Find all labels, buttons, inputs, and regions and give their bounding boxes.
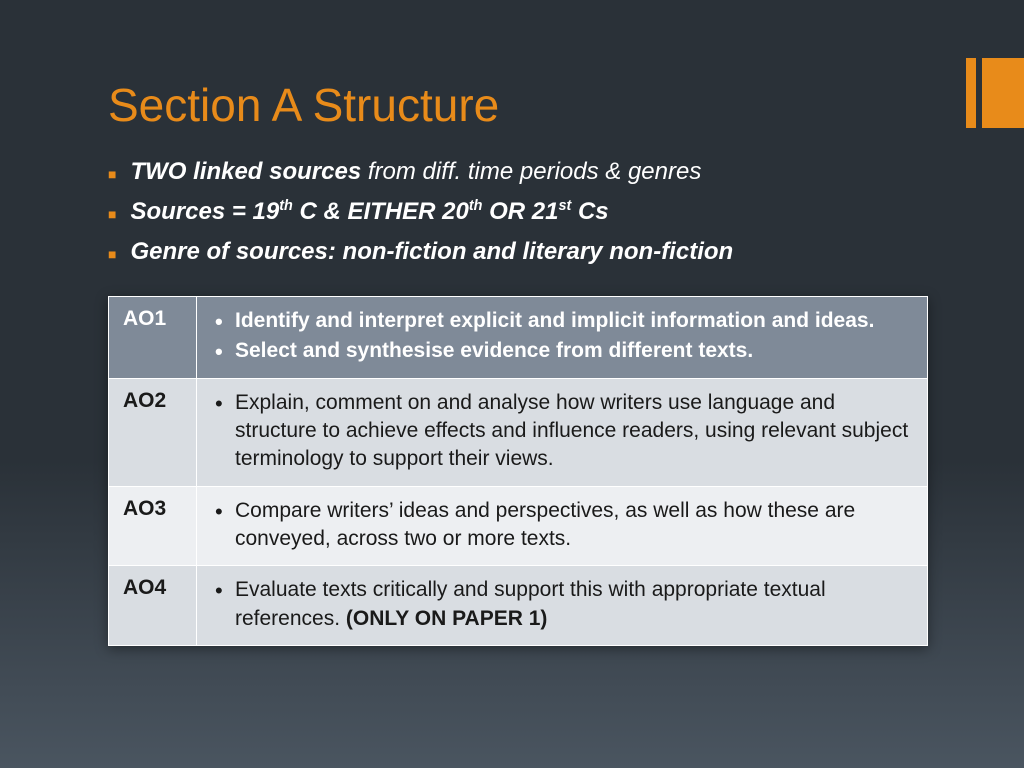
- bullet-item: ■ Sources = 19th C & EITHER 20th OR 21st …: [108, 198, 928, 228]
- ao-code-cell: AO3: [109, 486, 197, 566]
- ao-table: AO1 Identify and interpret explicit and i…: [108, 296, 928, 646]
- accent-thick: [982, 58, 1024, 128]
- bullet-text: Genre of sources: non-fiction and litera…: [130, 238, 733, 266]
- bullet-text: Sources = 19th C & EITHER 20th OR 21st C…: [130, 198, 608, 226]
- bullet-marker-icon: ■: [108, 200, 116, 228]
- accent-decoration: [966, 58, 1024, 128]
- table-row: AO4Evaluate texts critically and support…: [109, 566, 928, 646]
- ao-desc-item: Explain, comment on and analyse how writ…: [211, 389, 913, 474]
- ao-desc-cell: Identify and interpret explicit and impl…: [197, 297, 928, 379]
- bullet-text: TWO linked sources from diff. time perio…: [130, 158, 701, 186]
- bullet-marker-icon: ■: [108, 240, 116, 268]
- ao-desc-item: Evaluate texts critically and support th…: [211, 576, 913, 633]
- ao-code-cell: AO4: [109, 566, 197, 646]
- bullet-item: ■ TWO linked sources from diff. time peri…: [108, 158, 928, 188]
- ao-desc-cell: Compare writers’ ideas and perspectives,…: [197, 486, 928, 566]
- bullet-item: ■ Genre of sources: non-fiction and liter…: [108, 238, 928, 268]
- ao-code-cell: AO2: [109, 378, 197, 486]
- ao-desc-item: Identify and interpret explicit and impl…: [211, 307, 913, 335]
- ao-table-body: AO1 Identify and interpret explicit and i…: [109, 297, 928, 646]
- bullet-marker-icon: ■: [108, 160, 116, 188]
- table-row: AO1 Identify and interpret explicit and i…: [109, 297, 928, 379]
- bullet-list: ■ TWO linked sources from diff. time peri…: [108, 158, 928, 278]
- ao-desc-cell: Explain, comment on and analyse how writ…: [197, 378, 928, 486]
- ao-desc-cell: Evaluate texts critically and support th…: [197, 566, 928, 646]
- ao-desc-item: Select and synthesise evidence from diff…: [211, 337, 913, 365]
- accent-thin: [966, 58, 976, 128]
- ao-desc-item: Compare writers’ ideas and perspectives,…: [211, 497, 913, 554]
- table-row: AO3Compare writers’ ideas and perspectiv…: [109, 486, 928, 566]
- ao-code-cell: AO1: [109, 297, 197, 379]
- table-row: AO2Explain, comment on and analyse how w…: [109, 378, 928, 486]
- page-title: Section A Structure: [108, 78, 499, 132]
